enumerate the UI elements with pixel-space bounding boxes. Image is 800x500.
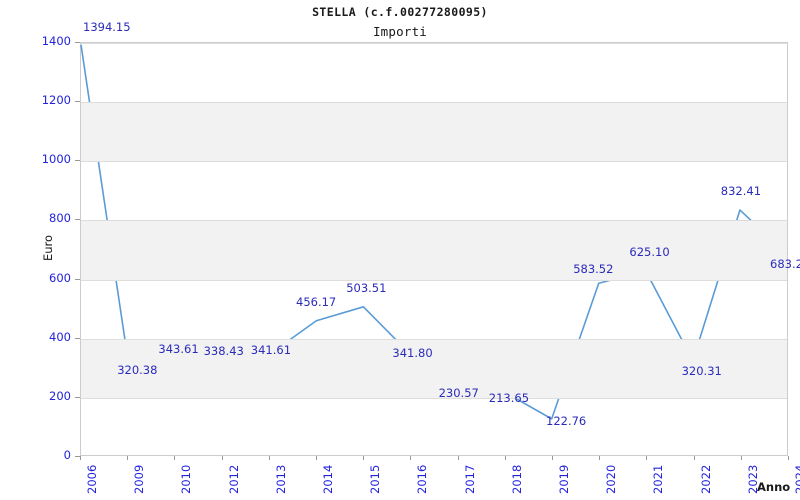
y-tick-label: 400	[49, 329, 71, 344]
y-tick-mark	[75, 219, 80, 221]
x-tick-label: 2022	[698, 464, 713, 494]
y-tick-label: 0	[63, 448, 71, 462]
point-value-label: 683.2	[770, 256, 800, 271]
y-tick-mark	[75, 456, 80, 457]
point-value-label: 230.57	[438, 385, 479, 400]
plot-area	[80, 42, 788, 456]
point-value-label: 320.31	[681, 364, 722, 379]
x-tick-mark	[552, 456, 553, 460]
x-tick-mark	[174, 456, 176, 460]
x-tick-label: 2020	[604, 464, 619, 494]
x-tick-mark	[693, 456, 695, 460]
chart-title: STELLA (c.f.00277280095)	[312, 5, 488, 19]
x-tick-label: 2015	[368, 464, 383, 494]
point-value-label: 503.51	[346, 281, 387, 296]
x-tick-label: 2006	[85, 464, 99, 494]
x-tick-mark	[316, 456, 317, 460]
x-tick-mark	[740, 456, 742, 460]
x-tick-label: 2014	[321, 464, 335, 494]
gridline	[81, 338, 787, 340]
gridline	[81, 102, 787, 104]
y-tick-mark	[75, 396, 80, 398]
y-tick-label: 800	[49, 211, 71, 226]
x-tick-label: 2024	[793, 464, 800, 494]
point-value-label: 341.80	[392, 345, 433, 360]
x-tick-label: 2019	[557, 464, 571, 494]
background-band	[81, 220, 787, 280]
x-tick-label: 2010	[179, 464, 194, 494]
point-value-label: 343.61	[158, 342, 199, 357]
point-value-label: 341.61	[250, 342, 292, 357]
y-tick-mark	[75, 101, 80, 103]
gridline	[81, 397, 787, 399]
x-tick-mark	[788, 456, 789, 460]
background-band	[81, 102, 787, 162]
y-tick-mark	[75, 337, 80, 339]
y-tick-mark	[75, 42, 80, 43]
point-value-label: 583.52	[573, 262, 614, 277]
x-tick-mark	[80, 456, 81, 460]
x-tick-mark	[646, 456, 648, 460]
y-axis-title: Euro	[41, 234, 55, 262]
chart-subtitle: Importi	[372, 24, 428, 39]
gridline	[81, 279, 787, 281]
x-tick-mark	[599, 456, 601, 460]
y-tick-label: 1200	[41, 93, 71, 108]
point-value-label: 338.43	[203, 343, 244, 358]
y-tick-label: 1000	[41, 152, 71, 167]
point-value-label: 320.38	[117, 363, 158, 378]
point-value-label: 832.41	[720, 183, 762, 198]
x-tick-label: 2016	[415, 464, 430, 494]
x-tick-mark	[363, 456, 365, 460]
x-tick-mark	[457, 456, 459, 460]
gridline	[81, 161, 787, 163]
x-tick-mark	[504, 456, 506, 460]
x-tick-mark	[127, 456, 129, 460]
y-tick-label: 200	[49, 388, 71, 403]
y-tick-label: 1400	[41, 34, 71, 48]
gridline	[81, 220, 787, 222]
y-tick-mark	[75, 278, 80, 280]
x-tick-label: 2017	[462, 464, 477, 494]
point-value-label: 456.17	[296, 295, 337, 310]
x-tick-mark	[268, 456, 270, 460]
x-tick-label: 2012	[226, 464, 241, 494]
point-value-label: 625.10	[629, 245, 670, 260]
x-tick-mark	[410, 456, 412, 460]
x-tick-label: 2009	[132, 464, 147, 494]
background-band	[81, 338, 787, 398]
gridline	[81, 43, 787, 44]
y-tick-label: 600	[49, 270, 71, 285]
x-tick-label: 2013	[273, 464, 288, 494]
x-tick-mark	[221, 456, 223, 460]
point-value-label: 122.76	[546, 413, 587, 428]
x-tick-label: 2021	[651, 464, 666, 494]
point-value-label: 1394.15	[83, 19, 131, 34]
point-value-label: 213.65	[488, 390, 530, 405]
y-tick-mark	[75, 160, 80, 162]
x-axis-title: Anno	[757, 480, 791, 494]
x-tick-label: 2018	[509, 464, 524, 494]
